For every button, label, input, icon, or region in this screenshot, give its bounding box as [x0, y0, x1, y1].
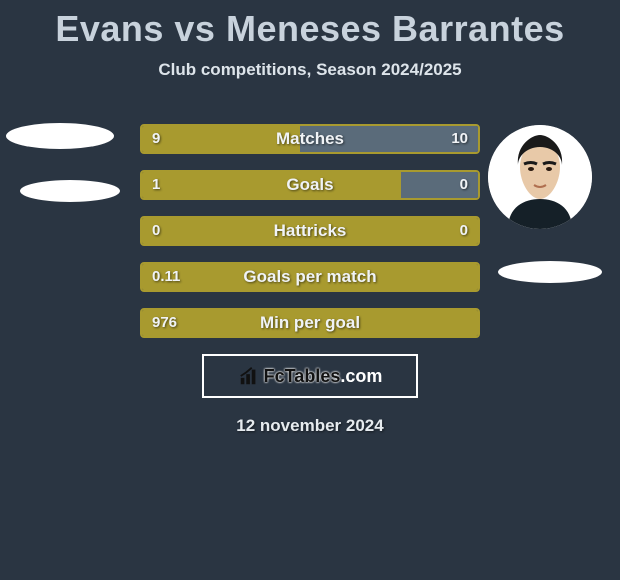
bar-fill-left [142, 126, 300, 152]
stat-row: 976Min per goal [140, 308, 480, 338]
bar-fill-left [142, 310, 478, 336]
comparison-chart: 910Matches 10Goals 00Hattricks 0.11Goals pe… [0, 118, 620, 436]
bar-fill-left [142, 172, 401, 198]
bar-fill-right [310, 218, 478, 244]
stat-row: 00Hattricks [140, 216, 480, 246]
page-title: Evans vs Meneses Barrantes [0, 0, 620, 50]
stat-row: 910Matches [140, 124, 480, 154]
bar-fill-right [300, 126, 478, 152]
bar-fill-left [142, 264, 478, 290]
stat-row: 0.11Goals per match [140, 262, 480, 292]
fctables-logo: FcTables.com [202, 354, 418, 398]
subtitle: Club competitions, Season 2024/2025 [0, 60, 620, 80]
logo-text: FcTables.com [264, 366, 383, 387]
date-label: 12 november 2024 [0, 416, 620, 436]
stat-row: 10Goals [140, 170, 480, 200]
bar-fill-right [401, 172, 478, 198]
logo-brand: FcTables [264, 366, 341, 386]
chart-icon [238, 365, 260, 387]
logo-suffix: .com [340, 366, 382, 386]
bar-fill-left [142, 218, 310, 244]
